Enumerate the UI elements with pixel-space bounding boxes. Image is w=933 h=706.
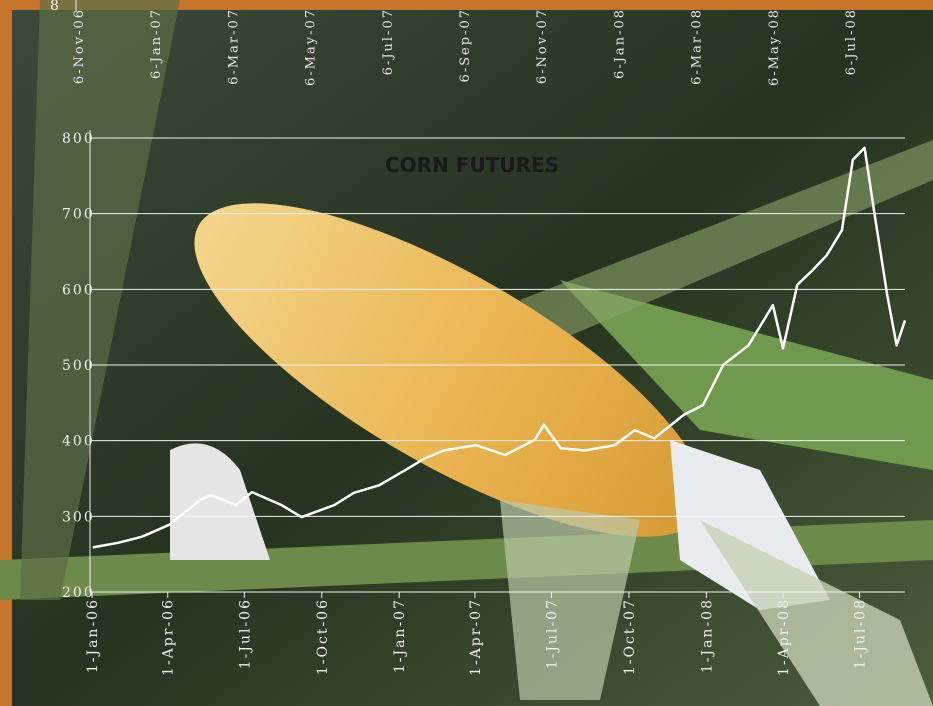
x-tick-label: 1-Jan-08 [699, 598, 715, 673]
top-axis-label: 6-May-08 [767, 8, 782, 86]
data-line [92, 146, 907, 549]
y-tick-label: 500 [62, 358, 95, 374]
top-axis-label: 6-Mar-08 [690, 8, 705, 85]
x-tick-label: 1-Apr-06 [161, 598, 177, 676]
y-tick-label: 600 [62, 282, 95, 298]
top-axis-label: 6-Jul-08 [844, 8, 859, 75]
top-axis-label: 6-Jul-07 [381, 8, 396, 75]
top-axis-label: 6-Jan-08 [612, 8, 627, 79]
x-tick-label: 1-Oct-06 [315, 598, 331, 675]
y-tick-label: 800 [62, 131, 95, 147]
corner-label: 8 [50, 0, 61, 14]
top-axis-label: 6-Nov-07 [535, 8, 550, 84]
top-axis-label: 6-May-07 [304, 8, 319, 86]
top-axis-label: 6-Nov-06 [72, 8, 87, 84]
y-tick-label: 400 [62, 434, 95, 450]
x-tick-label: 1-Jul-08 [853, 598, 869, 669]
x-tick-label: 1-Oct-07 [622, 598, 638, 675]
x-tick-label: 1-Jan-06 [85, 598, 101, 673]
top-axis-label: 6-Sep-07 [458, 8, 473, 83]
chart-title: CORN FUTURES [385, 153, 559, 177]
x-tick-label: 1-Apr-07 [468, 598, 484, 676]
x-tick-label: 1-Jul-06 [237, 598, 253, 669]
x-tick-label: 1-Jan-07 [392, 598, 408, 673]
top-axis-label: 6-Jan-07 [149, 8, 164, 79]
x-tick-label: 1-Apr-08 [776, 598, 792, 676]
y-tick-label: 300 [62, 509, 95, 525]
y-tick-label: 700 [62, 207, 95, 223]
y-tick-label: 200 [62, 585, 95, 601]
x-tick-label: 1-Jul-07 [545, 598, 561, 669]
top-axis-label: 6-Mar-07 [226, 8, 241, 85]
